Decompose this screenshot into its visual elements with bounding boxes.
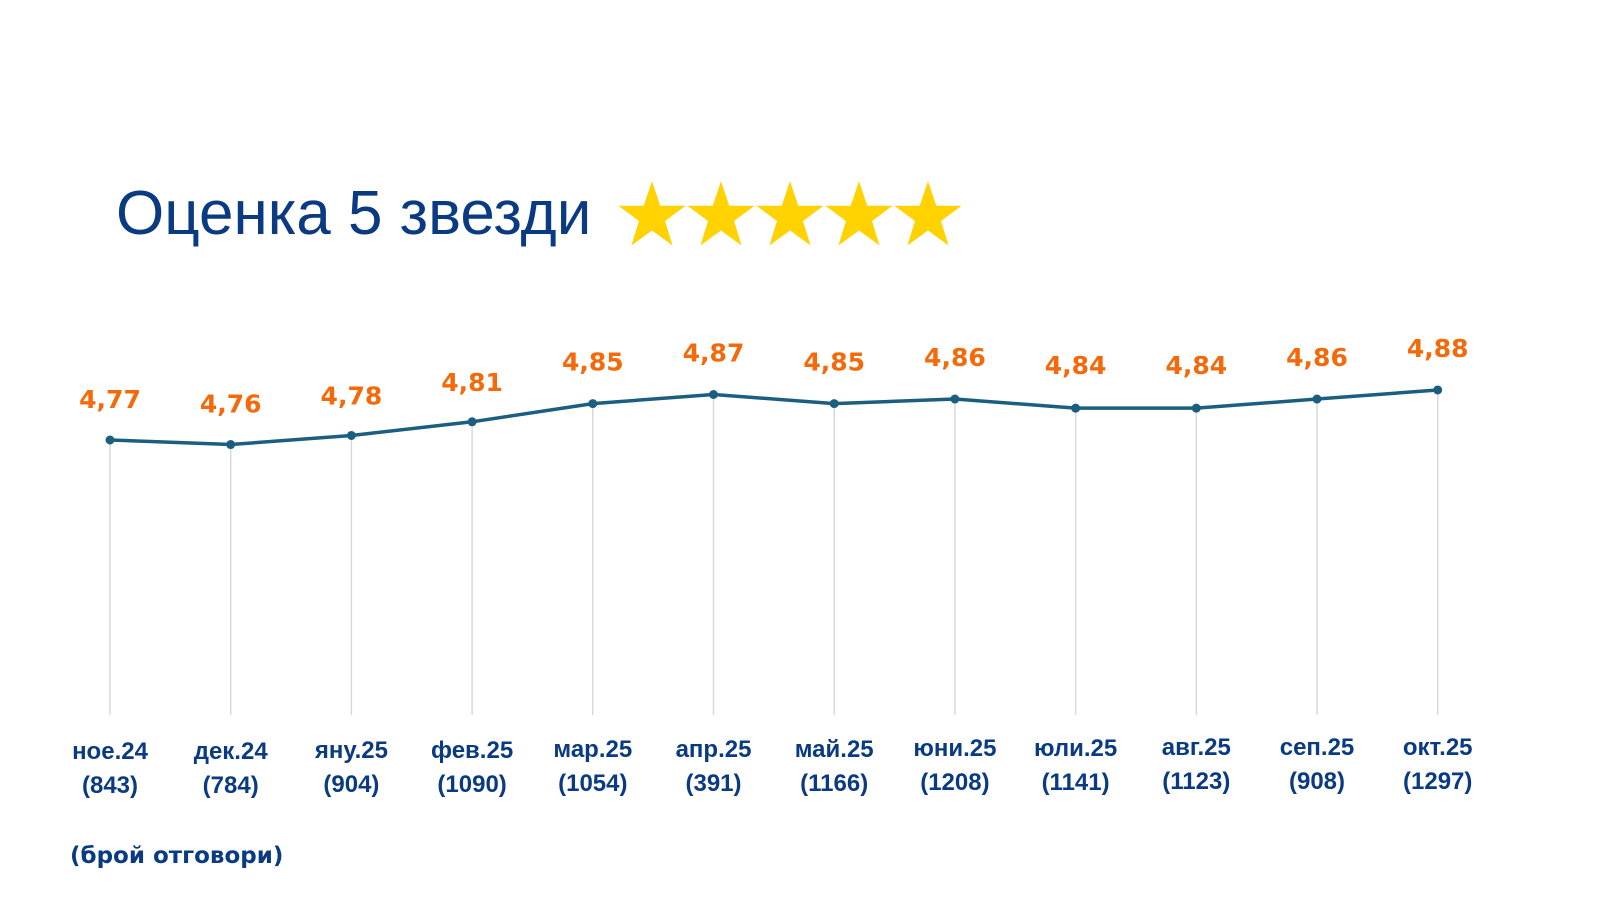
data-point-marker <box>950 394 960 404</box>
star-icon <box>686 179 756 249</box>
data-point-marker <box>1191 403 1201 413</box>
data-point-marker <box>1312 394 1322 404</box>
value-label: 4,86 <box>924 343 986 372</box>
data-point-marker <box>105 435 115 445</box>
x-axis-label: авг.25 (1123) <box>1136 731 1256 799</box>
star-icon <box>824 179 894 249</box>
data-point-marker <box>467 417 477 427</box>
response-count-label: (1090) <box>437 770 507 798</box>
x-axis-label: дек.24 (784) <box>171 735 291 803</box>
value-label: 4,85 <box>803 348 865 377</box>
star-icon <box>617 179 687 249</box>
data-point-marker <box>588 399 598 409</box>
star-icon <box>893 179 963 249</box>
star-icon <box>755 179 825 249</box>
month-label: окт.25 <box>1402 733 1473 761</box>
response-count-label: (391) <box>685 770 742 797</box>
value-label: 4,76 <box>200 390 262 419</box>
data-point-marker <box>1071 403 1081 413</box>
month-label: юли.25 <box>1033 734 1118 762</box>
response-count-label: (1208) <box>920 769 990 797</box>
x-axis-label: сеп.25 (908) <box>1257 731 1377 799</box>
response-count-label: (1166) <box>800 769 869 797</box>
response-count-label: (908) <box>1288 768 1346 795</box>
response-count-label: (1141) <box>1041 768 1110 796</box>
response-count-label: (1123) <box>1162 768 1231 796</box>
month-label: мар.25 <box>553 736 633 764</box>
month-label: юни.25 <box>913 735 997 763</box>
x-axis-label: мар.25 (1054) <box>533 733 653 801</box>
x-axis-label: яну.25 (904) <box>291 734 411 802</box>
month-label: апр.25 <box>675 736 752 763</box>
rating-line <box>109 388 1438 447</box>
value-label: 4,81 <box>441 368 503 397</box>
page-title: Оценка 5 звезди <box>116 179 592 248</box>
response-count-label: (904) <box>323 771 380 799</box>
value-label: 4,88 <box>1407 334 1469 363</box>
x-axis-label: ное.24 (843) <box>50 735 170 803</box>
x-axis-label: май.25 (1166) <box>774 733 894 801</box>
data-point-marker <box>709 390 718 399</box>
data-point-marker <box>226 440 236 450</box>
star-rating <box>617 179 962 249</box>
value-label: 4,87 <box>683 339 745 368</box>
month-label: май.25 <box>794 735 874 763</box>
title-row: Оценка 5 звезди <box>116 178 962 249</box>
value-label: 4,84 <box>1045 351 1107 380</box>
month-label: авг.25 <box>1161 734 1231 762</box>
value-label: 4,77 <box>79 385 141 414</box>
data-point-marker <box>829 399 839 409</box>
x-axis-label: окт.25 (1297) <box>1378 731 1498 799</box>
response-count-label: (843) <box>81 772 139 799</box>
footnote: (брой отговори) <box>70 843 284 869</box>
value-label: 4,84 <box>1165 351 1227 380</box>
x-axis-label: фев.25 (1090) <box>412 734 532 802</box>
x-axis-label: юли.25 (1141) <box>1016 732 1136 800</box>
response-count-label: (784) <box>202 771 259 799</box>
month-label: фев.25 <box>431 736 514 764</box>
response-count-label: (1054) <box>558 770 628 798</box>
data-point-marker <box>1433 385 1443 395</box>
month-label: ное.24 <box>72 738 148 765</box>
value-label: 4,85 <box>562 348 624 377</box>
data-point-marker <box>346 430 356 440</box>
month-label: яну.25 <box>314 737 388 765</box>
response-count-label: (1297) <box>1403 767 1473 795</box>
x-axis-label: юни.25 (1208) <box>895 732 1015 800</box>
month-label: сеп.25 <box>1279 734 1355 761</box>
value-label: 4,78 <box>321 381 383 410</box>
value-label: 4,86 <box>1286 343 1348 372</box>
month-label: дек.24 <box>193 737 268 765</box>
x-axis-label: апр.25 (391) <box>654 733 774 801</box>
